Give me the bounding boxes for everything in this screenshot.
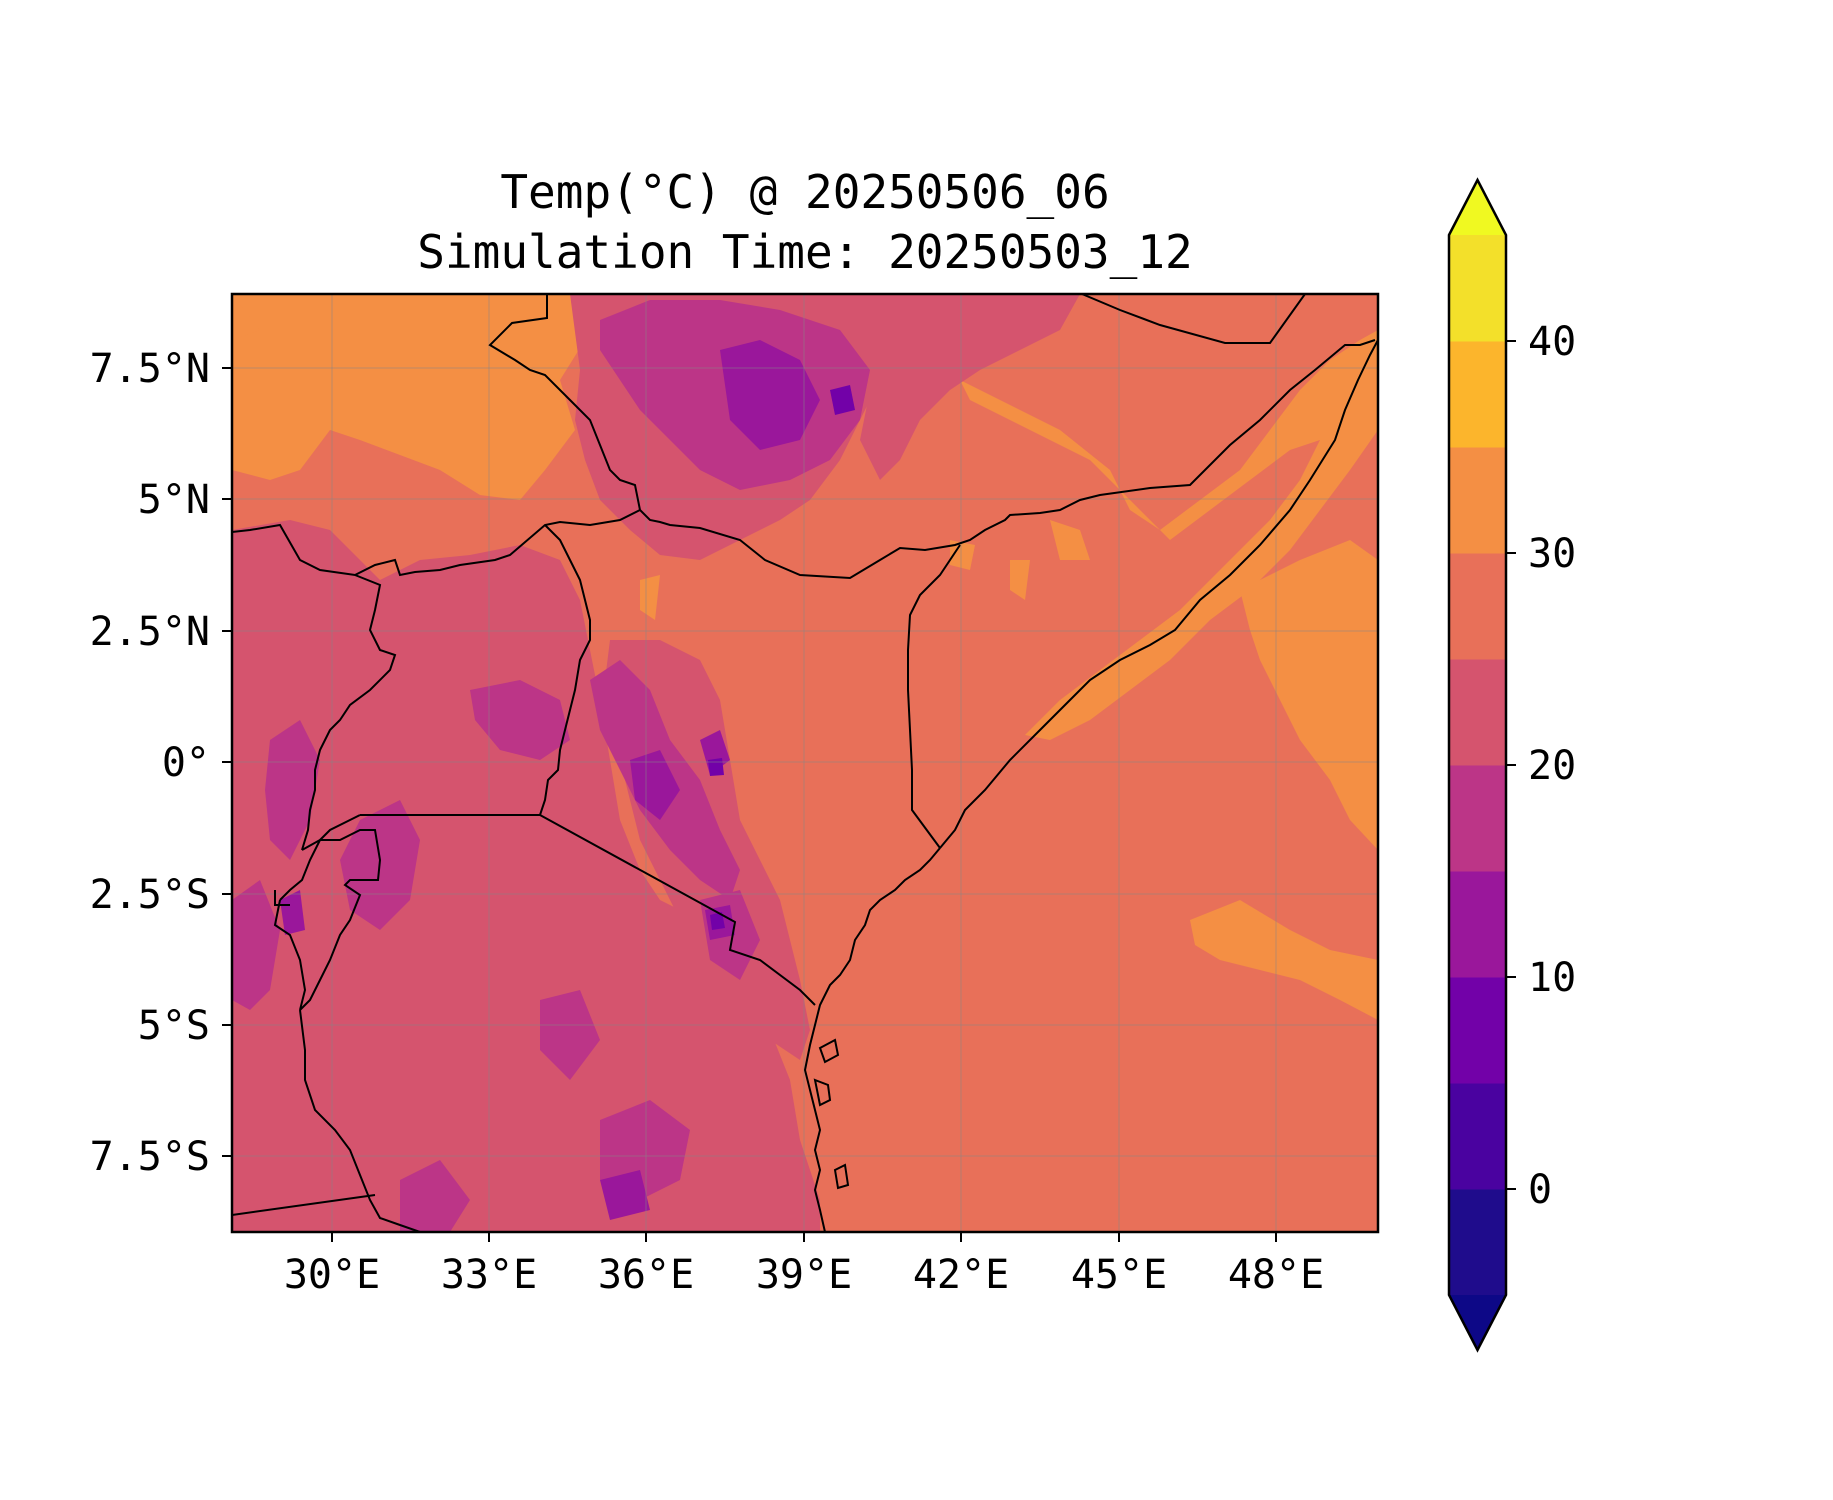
figure-title-line-1: Temp(°C) @ 20250506_06	[500, 165, 1110, 219]
x-tick-marks	[331, 1232, 1277, 1242]
x-tick-label: 42°E	[913, 1252, 1009, 1298]
colorbar-outline	[1447, 177, 1508, 1353]
gridlines	[232, 294, 1378, 1232]
x-tick-label: 33°E	[441, 1252, 537, 1298]
colorbar-segment	[1449, 235, 1506, 342]
colorbar-segment	[1449, 659, 1506, 766]
colorbar-tick-label: 20	[1528, 743, 1576, 789]
x-tick-label: 39°E	[756, 1252, 852, 1298]
colorbar-segment	[1449, 447, 1506, 554]
y-tick-label: 5°N	[138, 477, 210, 523]
y-tick-labels: 7.5°N 5°N 2.5°N 0° 2.5°S 5°S 7.5°S	[90, 346, 210, 1180]
colorbar-extend-min	[1449, 1295, 1506, 1350]
y-tick-marks	[222, 367, 232, 1157]
colorbar-segment	[1449, 871, 1506, 978]
y-tick-label: 7.5°S	[90, 1134, 210, 1180]
y-tick-label: 7.5°N	[90, 346, 210, 392]
y-tick-label: 0°	[162, 740, 210, 786]
colorbar-segment	[1449, 1083, 1506, 1190]
colorbar-segment	[1449, 977, 1506, 1084]
x-tick-label: 45°E	[1071, 1252, 1167, 1298]
colorbar-segment	[1449, 765, 1506, 872]
temp-field-warm	[232, 294, 1378, 1020]
country-borders	[232, 294, 1378, 1232]
y-tick-label: 5°S	[138, 1003, 210, 1049]
colorbar-tick-label: 40	[1528, 319, 1576, 365]
figure-title-line-2: Simulation Time: 20250503_12	[417, 225, 1193, 279]
map-area	[232, 294, 1378, 1232]
x-tick-label: 30°E	[284, 1252, 380, 1298]
x-tick-label: 48°E	[1228, 1252, 1324, 1298]
y-tick-label: 2.5°N	[90, 609, 210, 655]
x-tick-labels: 30°E 33°E 36°E 39°E 42°E 45°E 48°E	[284, 1252, 1324, 1298]
temp-field-coldest	[708, 385, 855, 930]
colorbar-segment	[1449, 553, 1506, 660]
colorbar-tick-label: 0	[1528, 1167, 1552, 1213]
colorbar-segment	[1449, 341, 1506, 448]
colorbar: 0 10 20 30 40	[1447, 177, 1576, 1353]
x-tick-label: 36°E	[598, 1252, 694, 1298]
colorbar-tick-label: 10	[1528, 955, 1576, 1001]
colorbar-tick-label: 30	[1528, 531, 1576, 577]
colorbar-extend-max	[1449, 180, 1506, 235]
y-tick-label: 2.5°S	[90, 872, 210, 918]
colorbar-segment	[1449, 1189, 1506, 1296]
